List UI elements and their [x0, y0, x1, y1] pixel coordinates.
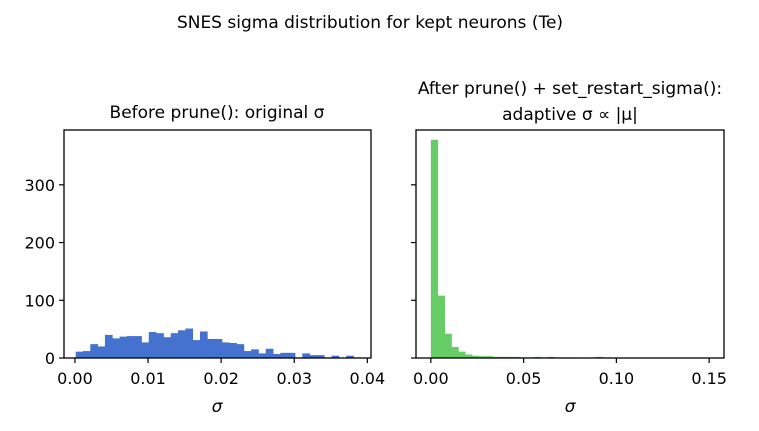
axes-frame-before	[63, 129, 372, 359]
histogram-bar-before	[236, 344, 245, 358]
y-axis-after	[411, 184, 416, 359]
x-axis-before: 0.00 0.01 0.02 0.03 0.04	[57, 358, 385, 388]
x-tick-label: 0.01	[130, 369, 166, 388]
histogram-bar-before	[316, 355, 325, 358]
histogram-bar-before	[309, 355, 318, 358]
x-tick-label: 0.10	[599, 369, 635, 388]
histogram-bar-before	[178, 330, 186, 358]
histogram-bar-before	[156, 333, 164, 358]
histogram-bar-before	[251, 349, 259, 358]
histogram-bar-before	[134, 336, 142, 358]
x-axis-after: 0.00 0.05 0.10 0.15	[413, 358, 727, 388]
x-tick-label: 0.02	[203, 369, 239, 388]
axes-frame-after	[415, 129, 725, 359]
histogram-bar-before	[207, 338, 215, 358]
x-axis-label-after: σ	[565, 397, 577, 417]
histogram-bar-before	[119, 336, 128, 358]
y-tick-label: 0	[45, 349, 55, 368]
histogram-bar-before	[280, 352, 289, 358]
y-axis-before: 0 100 200 300	[24, 176, 64, 368]
histogram-bar-before	[221, 342, 230, 358]
panel-title-after-line1: After prune() + set_restart_sigma():	[418, 79, 722, 99]
histogram-bar-before	[170, 333, 179, 358]
histogram-bar-after	[472, 355, 480, 358]
histogram-bar-after	[478, 356, 487, 358]
y-tick-label: 300	[24, 176, 55, 195]
bars-before	[75, 328, 362, 358]
histogram-panel-after: After prune() + set_restart_sigma(): ada…	[411, 79, 727, 417]
histogram-bar-before	[302, 353, 310, 358]
histogram-bar-before	[273, 353, 281, 358]
histogram-bar-after	[437, 295, 445, 358]
histogram-bar-before	[229, 342, 237, 358]
histogram-bar-before	[90, 344, 99, 358]
histogram-bar-before	[97, 346, 106, 358]
histogram-panel-before: Before prune(): original σ 0 100 200 300 0.…	[24, 103, 385, 417]
y-tick-label: 200	[24, 234, 55, 253]
histogram-bar-before	[265, 348, 274, 358]
histogram-bar-before	[126, 336, 135, 358]
x-tick-label: 0.05	[506, 369, 542, 388]
histogram-bar-after	[430, 139, 439, 358]
histogram-bar-before	[148, 332, 157, 358]
histogram-bar-after	[451, 347, 459, 358]
histogram-bar-after	[485, 356, 494, 358]
x-axis-label-before: σ	[212, 397, 224, 417]
histogram-bar-before	[287, 352, 296, 358]
figure-suptitle: SNES sigma distribution for kept neurons…	[177, 13, 563, 33]
x-tick-label: 0.00	[413, 369, 449, 388]
histogram-bar-before	[75, 351, 84, 358]
histogram-bar-before	[214, 338, 223, 358]
histogram-bar-before	[83, 351, 91, 358]
y-tick-label: 100	[24, 291, 55, 310]
histogram-bar-before	[346, 355, 354, 358]
histogram-bar-before	[331, 355, 340, 358]
histogram-bar-before	[141, 342, 150, 358]
histogram-bar-before	[258, 353, 267, 358]
histogram-bar-before	[112, 338, 120, 358]
bars-after	[430, 139, 603, 358]
histogram-bar-before	[192, 340, 201, 358]
x-tick-label: 0.00	[57, 369, 93, 388]
histogram-bar-before	[163, 337, 172, 358]
x-tick-label: 0.15	[691, 369, 727, 388]
x-tick-label: 0.04	[350, 369, 386, 388]
histogram-bar-after	[458, 351, 466, 358]
panel-title-before: Before prune(): original σ	[110, 103, 325, 123]
histogram-bar-before	[104, 334, 113, 358]
histogram-bar-after	[465, 354, 473, 358]
histogram-bar-before	[185, 328, 194, 358]
histogram-bar-before	[243, 351, 252, 358]
x-tick-label: 0.03	[276, 369, 312, 388]
panel-title-after-line2: adaptive σ ∝ |μ|	[502, 105, 638, 125]
histogram-bar-before	[199, 331, 208, 358]
histogram-bar-after	[444, 333, 452, 358]
